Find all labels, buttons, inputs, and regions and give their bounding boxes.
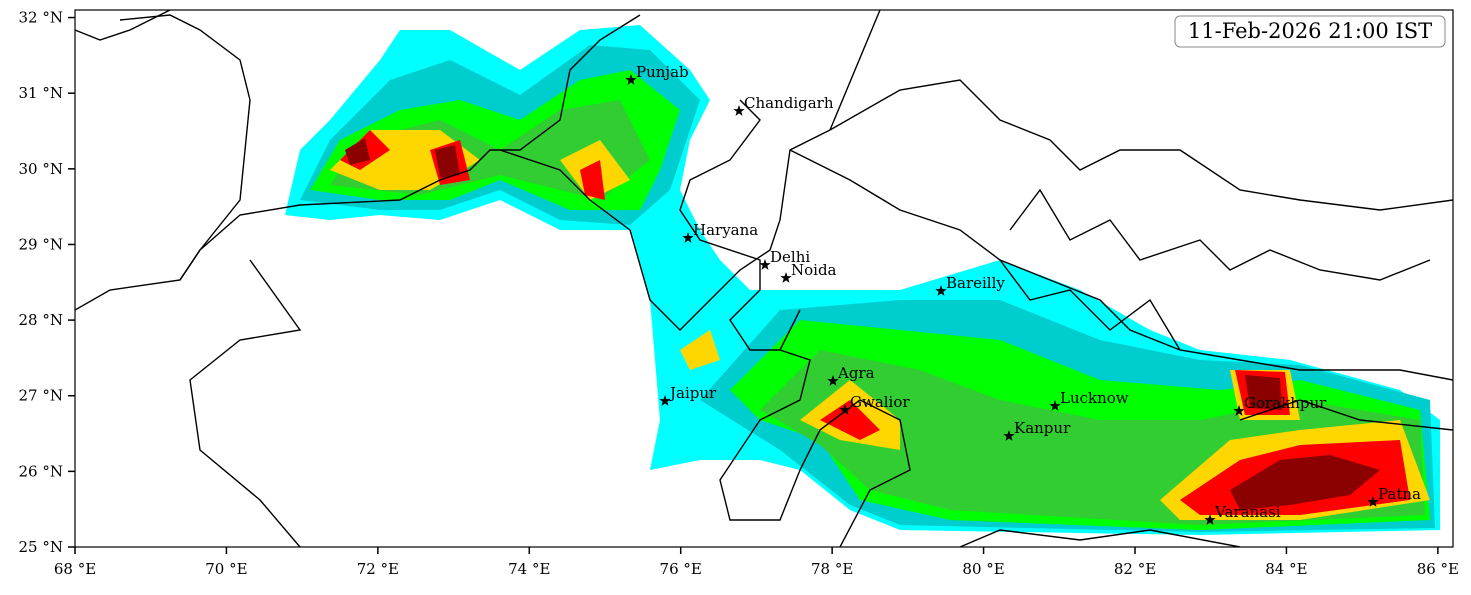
y-tick-label: 27 °N [19,387,63,405]
place-marker [682,232,694,243]
place-marker [659,395,671,406]
x-tick-label: 86 °E [1417,560,1459,578]
place-marker [1049,400,1061,411]
place-label: Gwalior [850,393,910,411]
place-marker [780,272,792,283]
place-label: Noida [791,261,837,279]
place-label: Haryana [693,221,758,239]
place-label: Lucknow [1060,389,1129,407]
place-marker [759,259,771,270]
place-label: Punjab [636,63,689,81]
y-tick-label: 28 °N [19,311,63,329]
rain-field [285,25,1440,535]
y-tick-label: 32 °N [19,9,63,27]
place-marker [839,404,851,415]
y-tick-label: 26 °N [19,462,63,480]
place-marker [733,105,745,116]
x-tick-label: 82 °E [1114,560,1156,578]
place-marker [1204,514,1216,525]
x-tick-label: 72 °E [357,560,399,578]
y-tick-label: 30 °N [19,160,63,178]
y-tick-label: 25 °N [19,538,63,556]
place-marker [827,375,839,386]
place-marker [1233,405,1245,416]
place-label: Patna [1378,485,1421,503]
frame [74,9,1454,548]
x-tick-label: 68 °E [54,560,96,578]
x-tick-label: 84 °E [1265,560,1307,578]
x-tick-label: 78 °E [811,560,853,578]
place-label: Kanpur [1014,419,1071,437]
y-tick-label: 31 °N [19,84,63,102]
x-tick-label: 80 °E [962,560,1004,578]
place-label: Bareilly [946,274,1005,292]
place-label: Gorakhpur [1244,394,1327,412]
place-label: Chandigarh [744,94,834,112]
place-marker [1367,496,1379,507]
place-marker [1003,430,1015,441]
place-marker [935,285,947,296]
x-tick-label: 74 °E [508,560,550,578]
place-marker [625,74,637,85]
y-tick-label: 29 °N [19,235,63,253]
place-label: Delhi [770,248,810,266]
timestamp-box [1174,15,1446,48]
place-label: Jaipur [668,384,717,402]
x-tick-label: 70 °E [205,560,247,578]
borders [75,10,1453,547]
place-label: Varanasi [1214,503,1281,521]
timestamp: 11-Feb-2026 21:00 IST [1188,19,1432,43]
place-label: Agra [837,364,875,382]
x-tick-label: 76 °E [660,560,702,578]
